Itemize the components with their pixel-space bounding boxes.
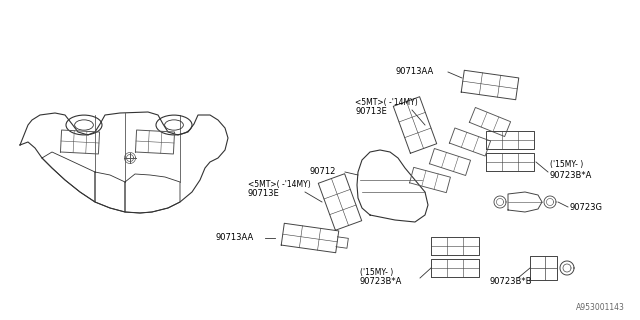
Text: <5MT>( -'14MY): <5MT>( -'14MY) <box>355 98 418 107</box>
Text: 90713E: 90713E <box>355 108 387 116</box>
Text: 90713AA: 90713AA <box>395 68 433 76</box>
Text: 90723B*A: 90723B*A <box>550 171 593 180</box>
Text: ('15MY- ): ('15MY- ) <box>550 161 583 170</box>
Text: 90723G: 90723G <box>570 203 603 212</box>
Text: 90713E: 90713E <box>248 189 280 198</box>
Text: 90723B*B: 90723B*B <box>490 277 532 286</box>
Text: ('15MY- ): ('15MY- ) <box>360 268 393 276</box>
Text: <5MT>( -'14MY): <5MT>( -'14MY) <box>248 180 311 188</box>
Text: 90723B*A: 90723B*A <box>360 277 403 286</box>
Text: 90713AA: 90713AA <box>215 234 253 243</box>
Text: 90712: 90712 <box>310 167 337 177</box>
Text: A953001143: A953001143 <box>576 303 625 312</box>
